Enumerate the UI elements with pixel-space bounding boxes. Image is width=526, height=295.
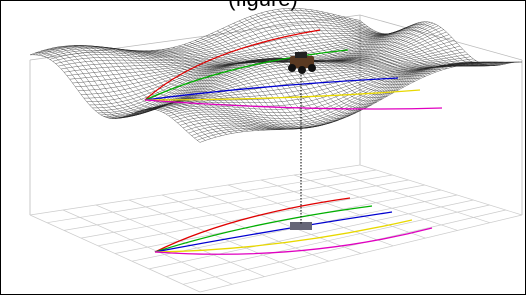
robot-wheel	[288, 64, 296, 72]
caption: (figure)	[228, 0, 298, 11]
background	[0, 0, 526, 295]
robot-wheel	[308, 64, 316, 72]
robot-top	[295, 52, 307, 58]
page: (figure) (() => { const data = JSON.pars…	[0, 0, 526, 295]
robot-wheel	[298, 66, 306, 74]
figure: (figure)	[0, 0, 526, 295]
